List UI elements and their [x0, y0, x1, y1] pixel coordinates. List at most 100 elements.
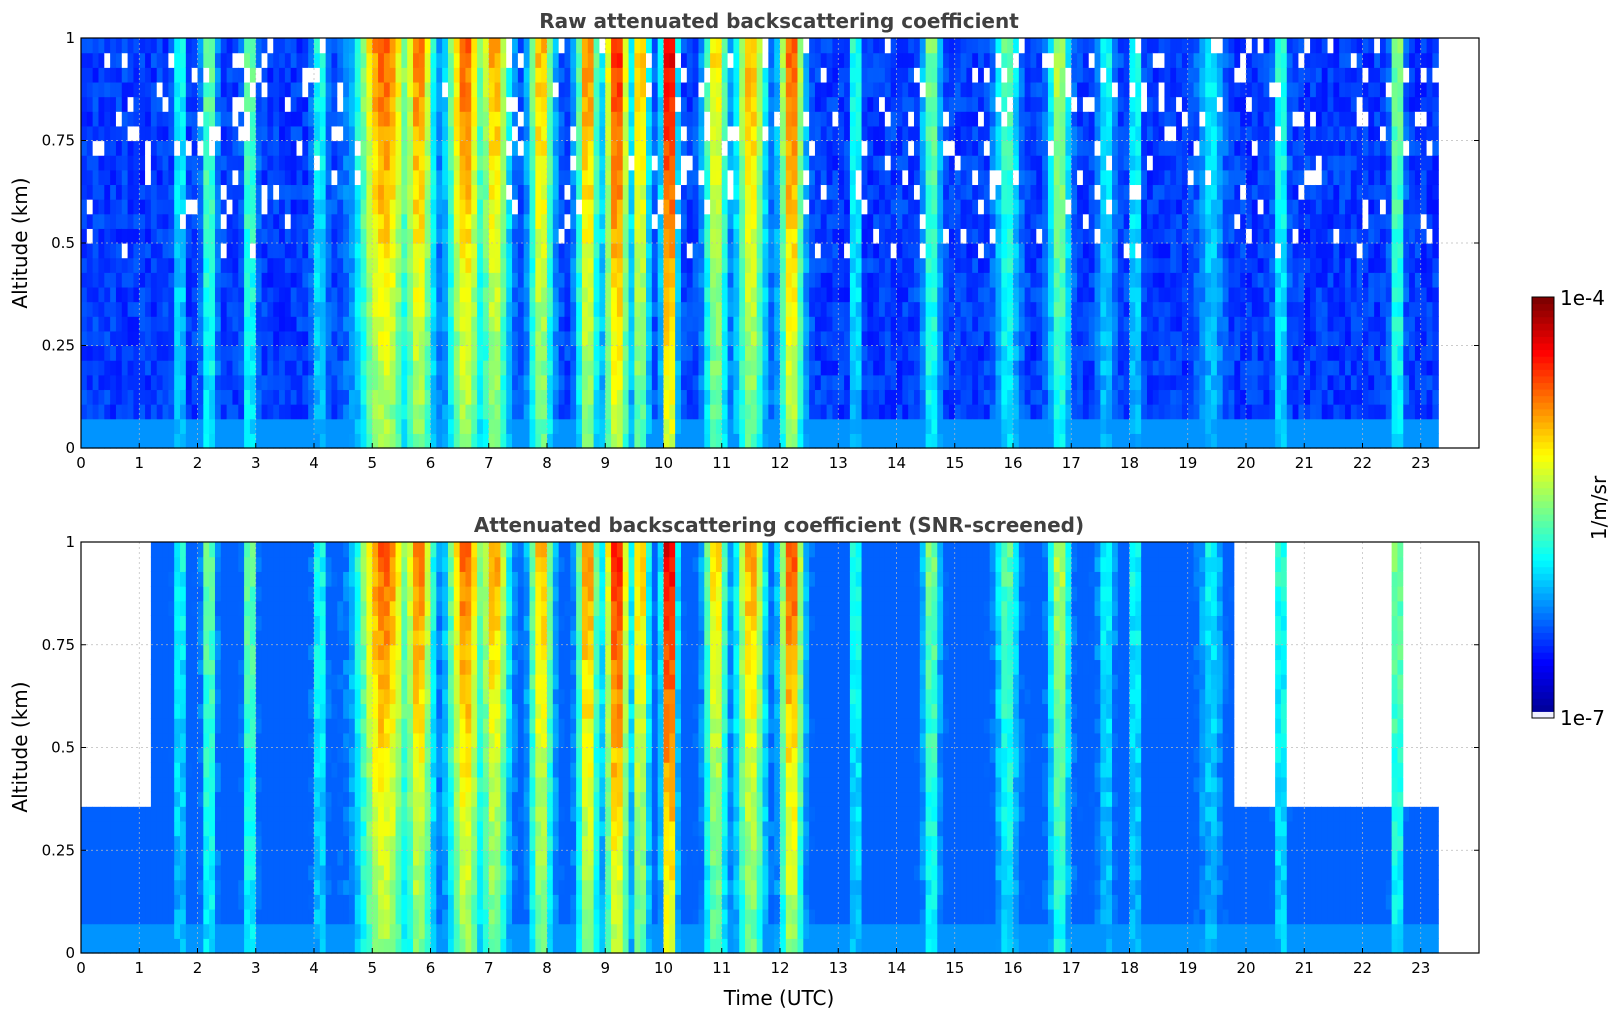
heatmap-cell [418, 52, 426, 68]
heatmap-cell [972, 67, 979, 83]
heatmap-cell [366, 389, 373, 405]
heatmap-cell [1018, 257, 1026, 273]
heatmap-cell [430, 199, 437, 215]
heatmap-cell [733, 404, 740, 420]
heatmap-cell [1082, 330, 1090, 347]
heatmap-cell [98, 433, 105, 449]
heatmap-cell [314, 169, 321, 186]
heatmap-cell [954, 286, 962, 303]
heatmap-cell [791, 418, 799, 434]
heatmap-cell [477, 360, 484, 376]
heatmap-cell [651, 52, 659, 68]
heatmap-cell [943, 243, 950, 259]
heatmap-cell [640, 184, 647, 200]
heatmap-cell [139, 360, 146, 376]
heatmap-cell [424, 38, 432, 54]
heatmap-cell [896, 184, 903, 200]
heatmap-cell [849, 140, 857, 156]
heatmap-cell [704, 81, 711, 98]
heatmap-cell [768, 111, 775, 127]
heatmap-cell [913, 243, 921, 259]
heatmap-cell [92, 286, 100, 303]
heatmap-cell [1088, 140, 1096, 156]
heatmap-cell [780, 199, 787, 215]
heatmap-cell [1094, 67, 1101, 83]
heatmap-cell [1077, 360, 1084, 376]
heatmap-cell [308, 81, 315, 98]
heatmap-cell [925, 345, 933, 361]
heatmap-cell [197, 345, 204, 361]
heatmap-cell [768, 199, 775, 215]
heatmap-cell [115, 433, 123, 449]
heatmap-cell [593, 404, 601, 420]
heatmap-cell [477, 228, 484, 244]
heatmap-cell [343, 111, 350, 127]
heatmap-cell [1071, 374, 1078, 391]
heatmap-cell [780, 316, 787, 332]
heatmap-cell [354, 140, 362, 156]
heatmap-cell [867, 257, 874, 273]
heatmap-cell [220, 184, 228, 200]
heatmap-cell [319, 433, 327, 449]
heatmap-cell [634, 125, 641, 142]
heatmap-cell [879, 360, 886, 376]
heatmap-cell [564, 213, 571, 229]
heatmap-cell [902, 111, 909, 127]
heatmap-cell [680, 360, 688, 376]
heatmap-cell [646, 155, 653, 171]
heatmap-cell [249, 213, 257, 229]
heatmap-cell [378, 389, 385, 405]
heatmap-cell [902, 243, 909, 259]
heatmap-cell [1053, 155, 1061, 171]
heatmap-cell [989, 67, 997, 83]
heatmap-cell [715, 345, 723, 361]
heatmap-cell [1018, 228, 1026, 244]
heatmap-cell [471, 111, 478, 127]
heatmap-cell [127, 81, 135, 98]
heatmap-cell [593, 243, 601, 259]
heatmap-cell [436, 404, 443, 420]
heatmap-cell [576, 96, 583, 112]
heatmap-cell [978, 433, 985, 449]
heatmap-cell [675, 272, 682, 288]
heatmap-cell [616, 257, 624, 273]
heatmap-cell [1036, 316, 1043, 332]
heatmap-cell [255, 52, 263, 68]
heatmap-cell [1094, 301, 1101, 317]
heatmap-cell [855, 125, 863, 142]
heatmap-cell [576, 301, 583, 317]
heatmap-cell [366, 199, 373, 215]
heatmap-cell [389, 96, 397, 112]
heatmap-cell [809, 360, 816, 376]
heatmap-cell [488, 345, 496, 361]
heatmap-cell [523, 243, 531, 259]
heatmap-cell [395, 199, 402, 215]
heatmap-cell [954, 169, 962, 186]
heatmap-cell [232, 199, 239, 215]
heatmap-cell [180, 96, 187, 112]
heatmap-cell [150, 404, 158, 420]
heatmap-cell [1007, 418, 1014, 434]
heatmap-cell [960, 111, 967, 127]
heatmap-cell [925, 257, 933, 273]
heatmap-cell [220, 213, 228, 229]
heatmap-cell [424, 228, 432, 244]
heatmap-cell [535, 418, 542, 434]
heatmap-cell [1053, 81, 1061, 98]
heatmap-cell [715, 360, 723, 376]
heatmap-cell [1106, 67, 1113, 83]
heatmap-cell [366, 286, 373, 303]
heatmap-cell [471, 316, 478, 332]
heatmap-cell [343, 316, 350, 332]
heatmap-cell [517, 140, 525, 156]
heatmap-cell [523, 418, 531, 434]
heatmap-cell [715, 81, 723, 98]
heatmap-cell [873, 111, 880, 127]
heatmap-cell [296, 418, 303, 434]
heatmap-cell [587, 67, 595, 83]
heatmap-cell [348, 213, 356, 229]
heatmap-cell [727, 418, 734, 434]
heatmap-cell [267, 52, 274, 68]
heatmap-cell [919, 330, 927, 347]
heatmap-cell [768, 301, 775, 317]
